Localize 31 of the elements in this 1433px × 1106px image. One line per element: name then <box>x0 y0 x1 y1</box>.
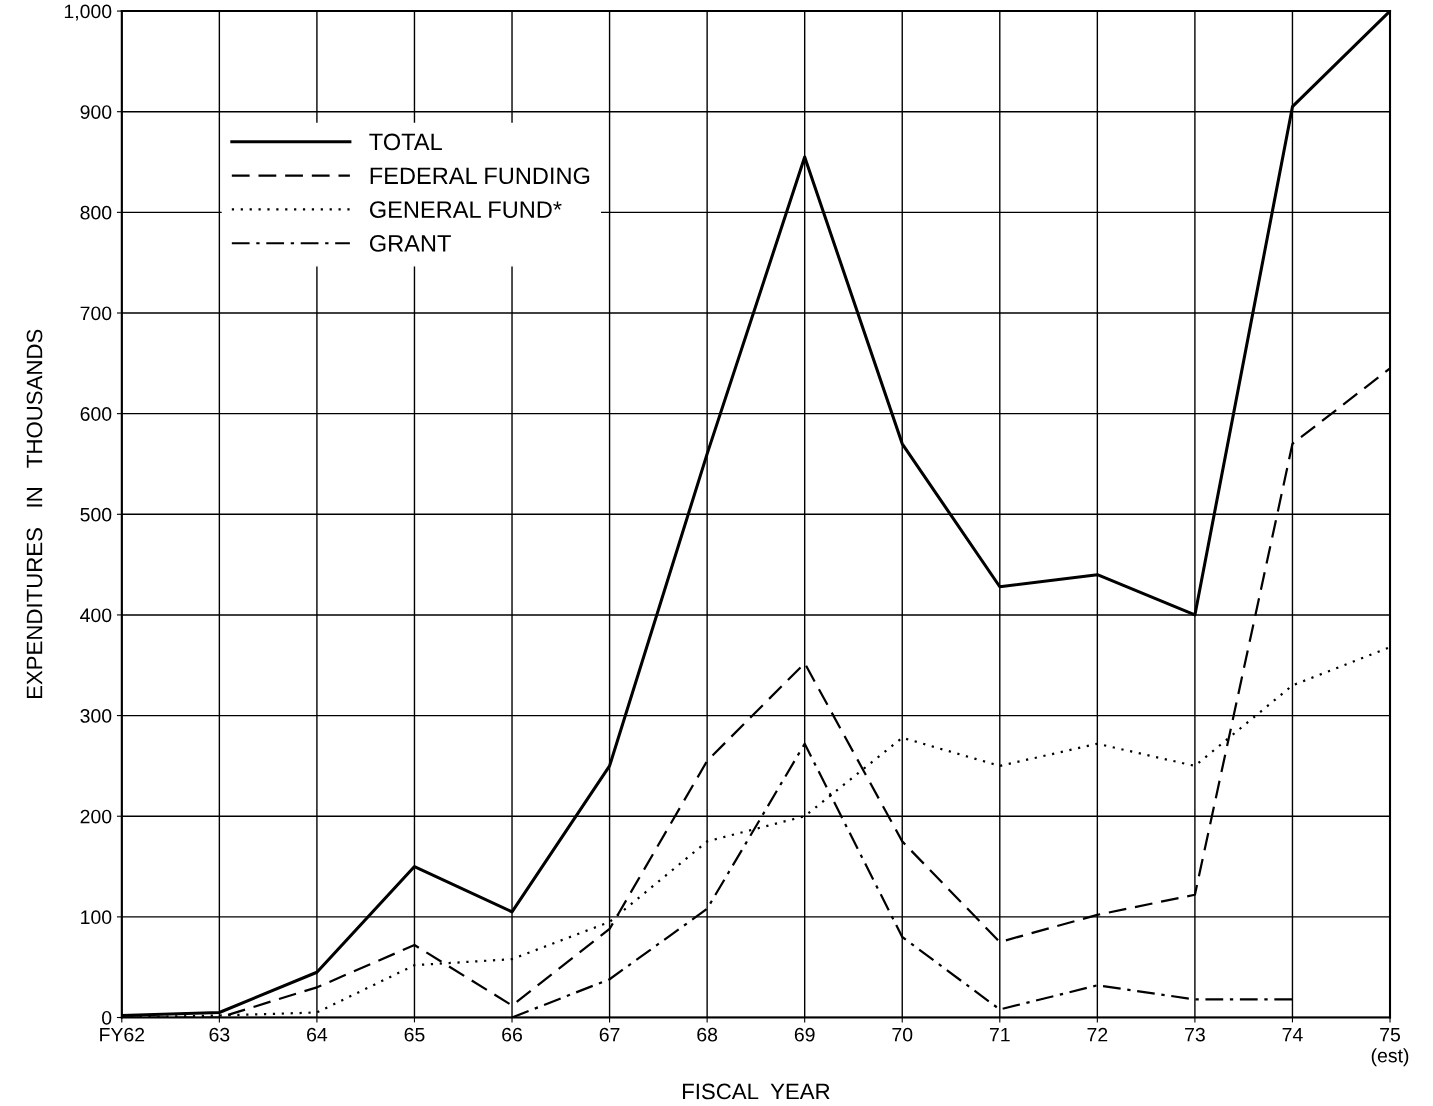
y-tick-label: 600 <box>80 407 112 421</box>
x-tick-label: 75 (est) <box>1371 1027 1409 1067</box>
y-tick-label: 900 <box>80 105 112 119</box>
legend-label: FEDERAL FUNDING <box>370 167 590 185</box>
y-tick-label: 800 <box>80 205 112 220</box>
x-tick-label: 67 <box>599 1027 620 1042</box>
x-tick-label: FY62 <box>100 1027 145 1042</box>
y-tick-label: 700 <box>80 306 112 321</box>
y-tick-label: 1,000 <box>64 4 112 21</box>
legend-label: TOTAL <box>369 133 442 151</box>
x-tick-label: 65 <box>404 1027 425 1042</box>
y-tick-label: 500 <box>80 507 112 522</box>
x-tick-label: 64 <box>307 1027 328 1042</box>
x-tick-label: 63 <box>209 1027 230 1042</box>
x-tick-label: 70 <box>892 1027 913 1042</box>
y-axis-title: EXPENDITURES IN THOUSANDS <box>26 329 43 699</box>
y-tick-label: 400 <box>80 608 112 623</box>
y-tick-label: 300 <box>80 709 112 723</box>
x-tick-label: 73 <box>1185 1027 1205 1042</box>
legend-label: GRANT <box>369 235 451 252</box>
legend-label: GENERAL FUND* <box>369 201 562 218</box>
y-tick-label: 0 <box>102 1010 112 1025</box>
x-tick-label: 72 <box>1087 1027 1108 1042</box>
x-tick-label: 74 <box>1282 1027 1303 1042</box>
x-tick-label: 71 <box>989 1027 1010 1042</box>
x-tick-label: 69 <box>794 1027 815 1042</box>
y-tick-label: 100 <box>81 910 112 925</box>
y-tick-label: 200 <box>80 809 112 824</box>
x-tick-label: 68 <box>697 1027 718 1042</box>
x-axis-title: FISCAL YEAR <box>683 1083 830 1100</box>
x-tick-label: 66 <box>502 1027 522 1042</box>
